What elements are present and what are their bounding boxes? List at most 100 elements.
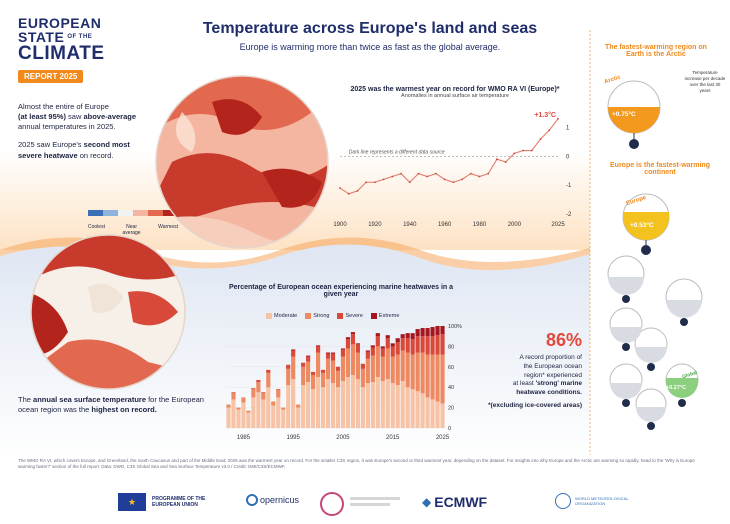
eu-flag-icon: ★ [118,493,146,511]
wmo-logo: WORLD METEOROLOGICAL ORGANIZATION [555,493,635,509]
bar-extreme [370,345,375,348]
page-title: Temperature across Europe's land and sea… [202,20,538,37]
temperature-point [522,149,525,152]
bar-severe [315,346,321,353]
land-text-1-bold2: above-average [83,112,136,122]
y-tick-label: 40 [448,385,454,391]
legend-swatch [148,210,163,216]
bar-extreme [325,352,331,354]
bar-moderate [370,382,375,428]
y-tick-label: 100% [448,324,462,330]
bar-extreme [315,345,321,347]
y-tick-label: -1 [566,183,572,189]
bar-moderate [311,389,316,428]
temperature-point [373,181,376,184]
brand-line-1: EUROPEAN [18,15,102,31]
global-value: +0.27°C [666,385,687,391]
bar-strong [241,397,246,403]
bar-strong [420,352,425,394]
legend-swatch [163,210,178,216]
bar-moderate [425,397,430,428]
bar-severe [335,366,341,371]
bar-strong [276,390,281,398]
bar-extreme [375,333,380,337]
bar-severe [400,338,405,351]
bar-strong [261,393,266,400]
bar-strong [286,368,291,386]
legend-warmest: Warmest [158,224,178,230]
arctic-value: +0.75°C [612,111,636,118]
bar-severe [415,336,420,353]
bar-moderate [340,381,346,428]
bar-moderate [266,387,271,428]
copernicus-logo: opernicus [246,494,299,506]
bar-strong [291,356,296,380]
y-tick-label: 0 [566,154,570,160]
bar-moderate [231,399,236,428]
legend-item: Extreme [370,313,399,319]
bar-extreme [306,355,311,357]
legend-swatch [337,313,344,319]
bar-severe [435,335,440,355]
bar-severe [286,364,291,369]
x-tick-label: 2015 [386,435,400,441]
ocean-stat-line3: region* experienced [524,371,582,379]
eu-logo-text: PROGRAMME OF THE EUROPEAN UNION [152,495,206,509]
ocean-stat-line5: heatwave conditions. [516,389,582,397]
land-text-1-post: annual temperatures in 2025. [18,122,116,132]
bar-strong [335,370,341,388]
bar-severe [390,346,395,357]
bar-moderate [380,381,385,428]
bar-moderate [440,403,445,428]
bar-strong [350,344,356,375]
temperature-point [365,181,368,184]
bar-extreme [435,326,440,336]
bar-severe [340,349,346,357]
sst-text-bold1: annual sea surface temperature [33,395,146,404]
legend-coolest: Coolest [88,224,105,230]
temperature-point [382,178,385,181]
temperature-series-line [339,118,559,195]
ocean-stat-value: 86% [545,330,582,350]
temperature-point [452,181,455,184]
temperature-point [443,178,446,181]
y-tick-label: -2 [566,212,572,218]
bar-severe [350,334,356,345]
bar-severe [251,388,256,390]
sidebar-thermometers [607,80,703,430]
bar-strong [231,393,236,400]
map-legend-bar [88,210,178,216]
arctic-note: Temperature increase per decade over the… [684,70,726,93]
sst-text-bold2: highest on record. [91,405,157,415]
line-chart-subtitle: Anomalies in annual surface air temperat… [401,93,509,99]
bar-strong [390,356,395,384]
land-text-2-bold: second most severe heatwave [18,140,130,160]
temperature-point [548,129,551,132]
y-tick-label: 0 [448,426,451,432]
land-text-2-post: on record. [79,150,114,160]
copernicus-icon [246,494,258,506]
bar-extreme [440,326,445,335]
eu-logo: ★ PROGRAMME OF THE EUROPEAN UNION [118,493,214,511]
temperature-point [496,158,498,161]
bar-strong [236,407,241,410]
bar-strong [320,372,326,388]
temperature-point [435,172,437,175]
bar-strong [355,352,360,380]
bar-strong [315,352,321,377]
bar-moderate [306,382,311,428]
climate-change-service-icon [320,492,344,516]
bar-severe [276,389,281,391]
bar-severe [301,362,306,367]
temperature-point [530,149,533,152]
temperature-point [426,175,429,178]
bar-chart-header: Percentage of European ocean experiencin… [226,284,456,298]
bar-extreme [405,333,410,339]
bar-extreme [355,343,360,345]
temperature-point [469,172,472,175]
bar-strong [395,354,400,386]
bar-strong [360,368,365,388]
legend-swatch [103,210,118,216]
bar-severe [306,356,311,362]
bar-moderate [405,387,410,428]
